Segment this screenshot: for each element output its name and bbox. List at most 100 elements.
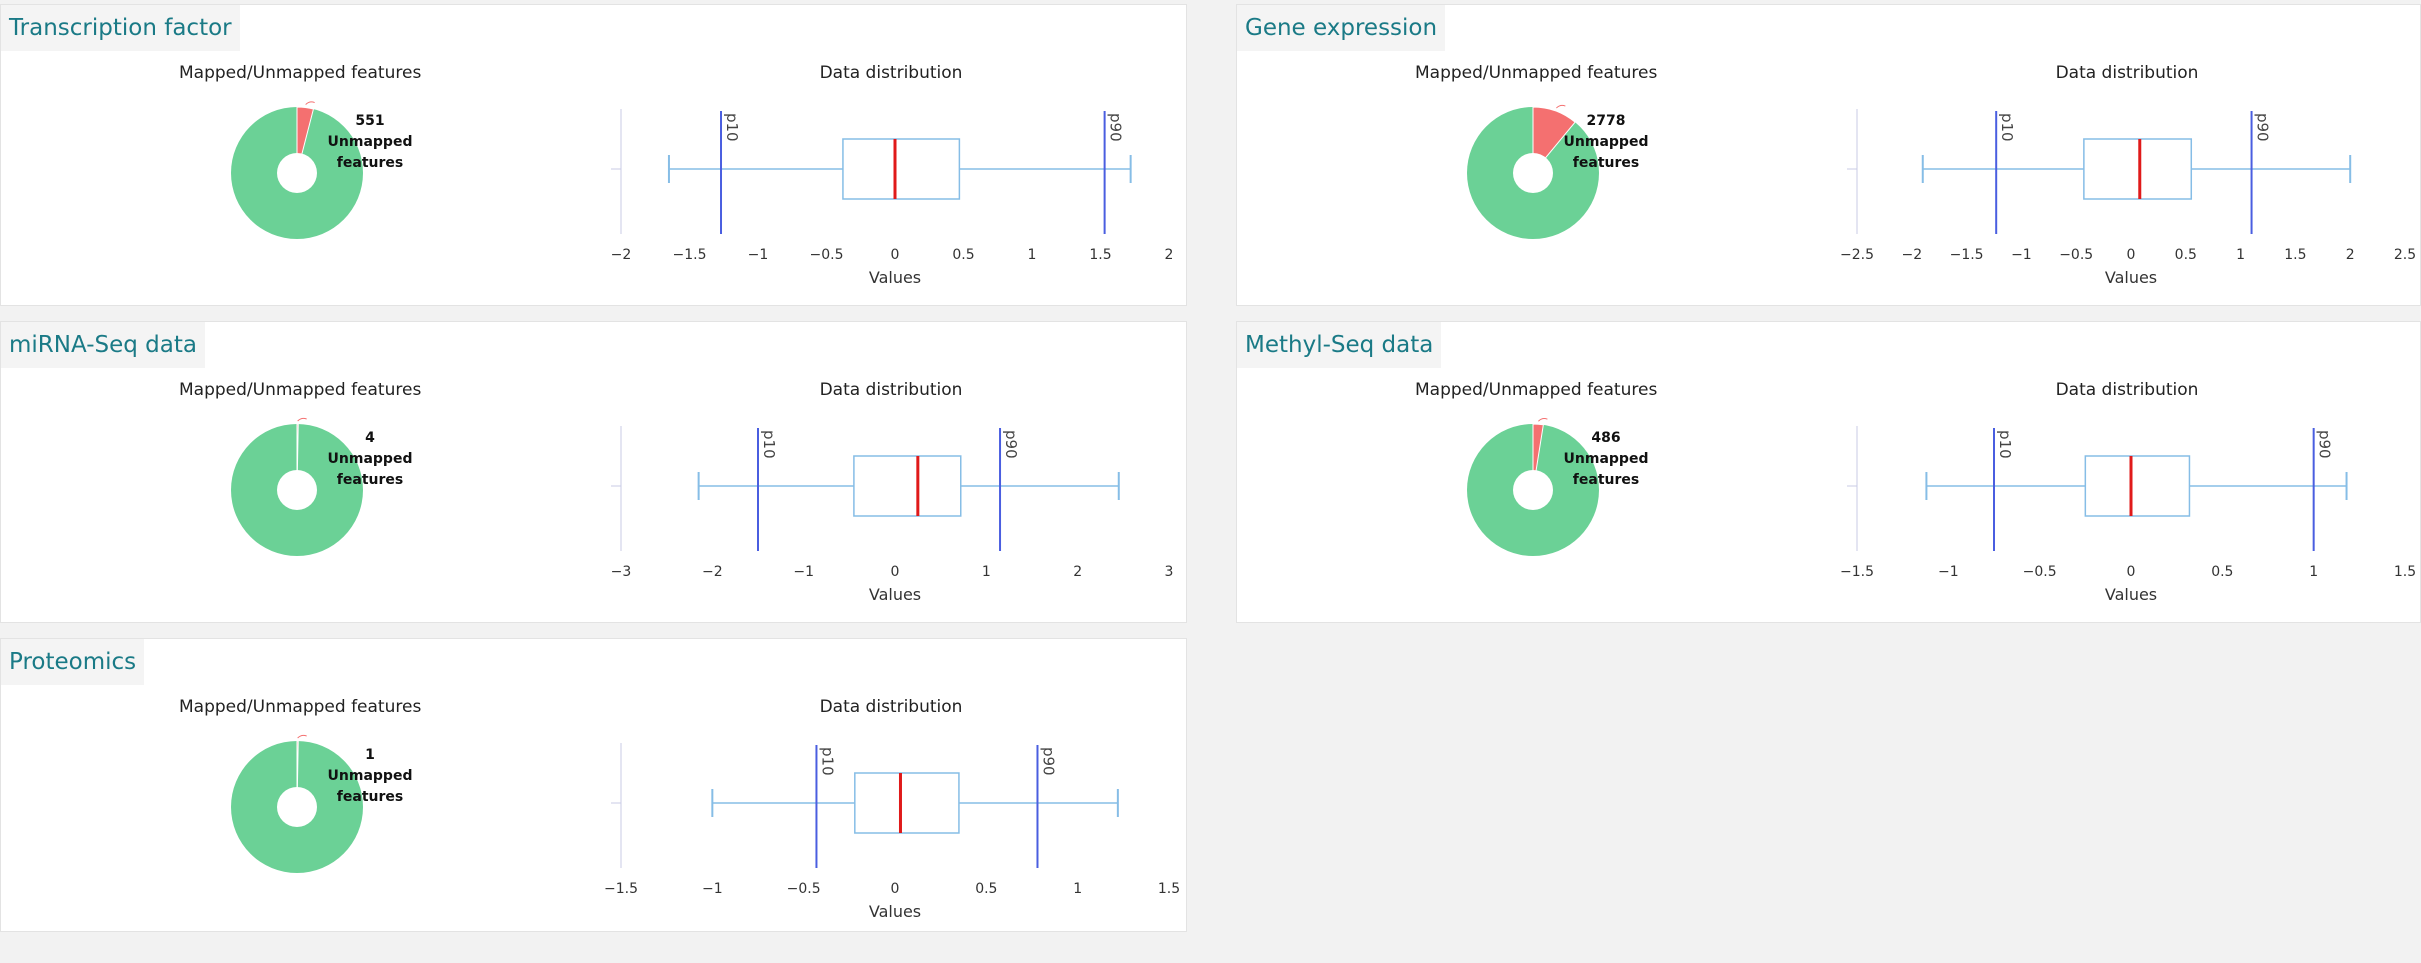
slice-connector — [1556, 104, 1566, 109]
p10-label: p10 — [723, 113, 741, 142]
x-tick-label: −1.5 — [1840, 564, 1874, 580]
x-tick-label: 1.5 — [1158, 881, 1180, 897]
donut-hole — [277, 470, 317, 510]
x-tick-label: −3 — [611, 564, 632, 580]
boxplot-chart: p10 p90 −2.5 −2 −1.5 −1 −0.5 0 0.5 1 1.5 2 2.5 Values — [1840, 109, 2416, 287]
unmapped-text-label: Unmapped — [328, 768, 413, 784]
boxplot-subtitle: Data distribution — [819, 63, 963, 83]
x-tick-label: 1 — [982, 564, 991, 580]
p90-label: p90 — [1107, 113, 1125, 142]
boxplot-subtitle: Data distribution — [2055, 380, 2199, 400]
panel-title: Proteomics — [1, 639, 145, 685]
x-tick-label: 2 — [1073, 564, 1082, 580]
x-tick-label: 1 — [1028, 247, 1037, 263]
x-tick-label: 1.5 — [2394, 564, 2416, 580]
unmapped-count-label: 4 — [365, 430, 375, 446]
x-tick-label: −0.5 — [2059, 247, 2093, 263]
x-tick-label: 0.5 — [952, 247, 974, 263]
slice-connector — [1538, 418, 1548, 422]
x-tick-label: −2 — [1901, 247, 1922, 263]
unmapped-count-label: 1 — [365, 747, 375, 763]
x-tick-label: −2.5 — [1840, 247, 1874, 263]
x-tick-label: 2 — [1165, 247, 1174, 263]
donut-chart: 4 Unmapped features — [231, 417, 413, 556]
boxplot-chart: p10 p90 −3 −2 −1 0 1 2 3 Values — [611, 426, 1174, 604]
x-tick-label: 0 — [891, 881, 900, 897]
x-axis-label: Values — [869, 585, 921, 604]
unmapped-text-label: Unmapped — [1564, 451, 1649, 467]
pie-subtitle: Mapped/Unmapped features — [1415, 380, 1658, 400]
unmapped-text-label: Unmapped — [328, 134, 413, 150]
boxplot-subtitle: Data distribution — [819, 697, 963, 717]
x-tick-label: 0.5 — [2211, 564, 2233, 580]
panel-title: Methyl-Seq data — [1237, 322, 1442, 368]
boxplot-chart: p10 p90 −2 −1.5 −1 −0.5 0 0.5 1 1.5 2 Values — [611, 109, 1174, 287]
donut-chart: 1 Unmapped features — [231, 734, 413, 873]
features-text-label: features — [337, 472, 403, 488]
x-axis-label: Values — [869, 268, 921, 287]
slice-connector — [305, 101, 315, 105]
x-tick-label: 0 — [2127, 247, 2136, 263]
x-tick-label: −0.5 — [810, 247, 844, 263]
x-tick-label: 2 — [2346, 247, 2355, 263]
x-tick-label: 1.5 — [2284, 247, 2306, 263]
slice-connector — [297, 417, 307, 422]
x-tick-label: 1.5 — [1089, 247, 1111, 263]
p10-label: p10 — [1998, 113, 2016, 142]
x-axis-label: Values — [2105, 268, 2157, 287]
donut-hole — [1513, 153, 1553, 193]
iqr-box — [2083, 138, 2193, 200]
panel-title: miRNA-Seq data — [1, 322, 205, 368]
x-tick-label: 0 — [891, 564, 900, 580]
x-axis-label: Values — [2105, 585, 2157, 604]
features-text-label: features — [337, 789, 403, 805]
donut-chart: 551 Unmapped features — [231, 101, 413, 239]
panel-title: Transcription factor — [1, 5, 240, 51]
x-tick-label: −2 — [611, 247, 632, 263]
features-text-label: features — [1573, 472, 1639, 488]
x-tick-label: 1 — [1073, 881, 1082, 897]
pie-subtitle: Mapped/Unmapped features — [1415, 63, 1658, 83]
iqr-box — [854, 772, 960, 834]
donut-hole — [277, 787, 317, 827]
x-tick-label: −0.5 — [787, 881, 821, 897]
x-tick-label: −1 — [702, 881, 723, 897]
donut-hole — [277, 153, 317, 193]
p90-label: p90 — [1039, 747, 1057, 776]
p90-label: p90 — [2316, 430, 2334, 459]
pie-subtitle: Mapped/Unmapped features — [179, 380, 422, 400]
chart-panel: Gene expression Mapped/Unmapped features D… — [1236, 4, 2421, 306]
features-text-label: features — [337, 155, 403, 171]
x-tick-label: 1 — [2236, 247, 2245, 263]
x-tick-label: −0.5 — [2023, 564, 2057, 580]
chart-panel: Proteomics Mapped/Unmapped features Data d… — [0, 638, 1187, 932]
x-tick-label: 1 — [2309, 564, 2318, 580]
x-tick-label: −1 — [2011, 247, 2032, 263]
boxplot-chart: p10 p90 −1.5 −1 −0.5 0 0.5 1 1.5 Values — [1840, 426, 2416, 604]
x-tick-label: −1.5 — [673, 247, 707, 263]
x-tick-label: −1 — [793, 564, 814, 580]
iqr-box — [2084, 455, 2191, 517]
x-tick-label: 3 — [1165, 564, 1174, 580]
x-tick-label: −1 — [1938, 564, 1959, 580]
x-axis-label: Values — [869, 902, 921, 921]
chart-panel: Transcription factor Mapped/Unmapped feat… — [0, 4, 1187, 306]
unmapped-text-label: Unmapped — [328, 451, 413, 467]
x-tick-label: −1 — [748, 247, 769, 263]
x-tick-label: −2 — [702, 564, 723, 580]
unmapped-text-label: Unmapped — [1564, 134, 1649, 150]
pie-subtitle: Mapped/Unmapped features — [179, 697, 422, 717]
x-tick-label: 0 — [891, 247, 900, 263]
chart-panel: Methyl-Seq data Mapped/Unmapped features D… — [1236, 321, 2421, 623]
x-tick-label: −1.5 — [604, 881, 638, 897]
chart-panel: miRNA-Seq data Mapped/Unmapped features Da… — [0, 321, 1187, 623]
donut-chart: 486 Unmapped features — [1467, 418, 1649, 556]
slice-connector — [297, 734, 307, 739]
iqr-box — [842, 138, 961, 200]
donut-chart: 2778 Unmapped features — [1467, 104, 1649, 239]
x-tick-label: 0.5 — [2175, 247, 2197, 263]
p90-label: p90 — [1002, 430, 1020, 459]
p10-label: p10 — [1996, 430, 2014, 459]
boxplot-chart: p10 p90 −1.5 −1 −0.5 0 0.5 1 1.5 Values — [604, 743, 1180, 921]
features-text-label: features — [1573, 155, 1639, 171]
